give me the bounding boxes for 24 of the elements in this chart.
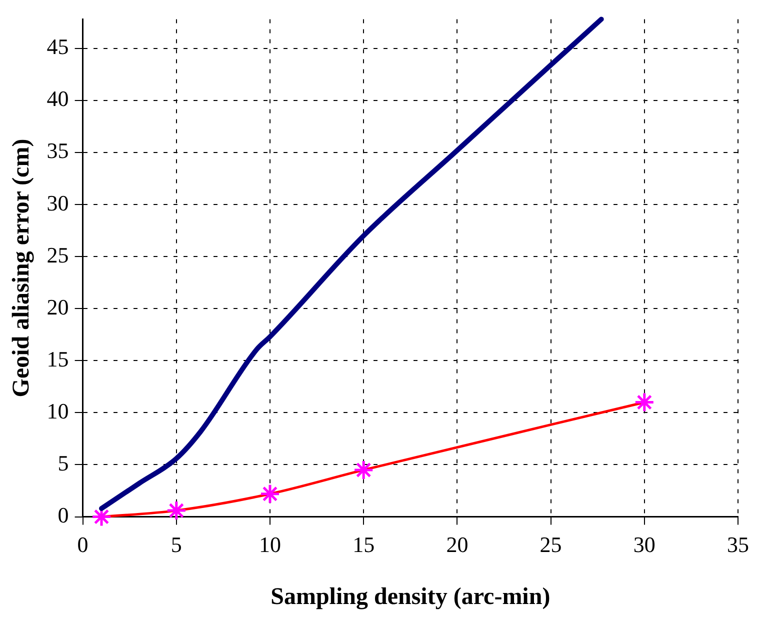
x-tick-label: 5 — [170, 532, 182, 557]
x-axis-title: Sampling density (arc-min) — [270, 584, 550, 610]
x-tick-label: 0 — [77, 532, 88, 557]
y-tick-label: 35 — [46, 138, 69, 164]
x-tick-label: 15 — [352, 532, 375, 557]
point — [353, 460, 374, 480]
point — [634, 392, 655, 413]
y-tick-label: 10 — [46, 398, 69, 424]
x-tick-label: 25 — [540, 532, 562, 557]
y-tick-label: 40 — [46, 86, 69, 112]
y-tick-label: 30 — [46, 190, 69, 216]
y-tick-label: 5 — [58, 450, 69, 476]
y-tick-label: 20 — [46, 294, 69, 320]
x-tick-label: 35 — [727, 532, 749, 557]
y-tick-label: 45 — [46, 34, 69, 60]
point — [166, 500, 187, 521]
y-tick-label: 25 — [46, 242, 69, 268]
x-tick-label: 10 — [259, 532, 281, 557]
y-tick-label: 15 — [46, 346, 69, 372]
point — [260, 484, 280, 504]
x-tick-label: 20 — [446, 532, 468, 557]
y-tick-label: 0 — [58, 502, 69, 528]
x-tick-label: 30 — [633, 532, 656, 557]
y-axis-title: Geoid aliasing error (cm) — [8, 138, 35, 398]
